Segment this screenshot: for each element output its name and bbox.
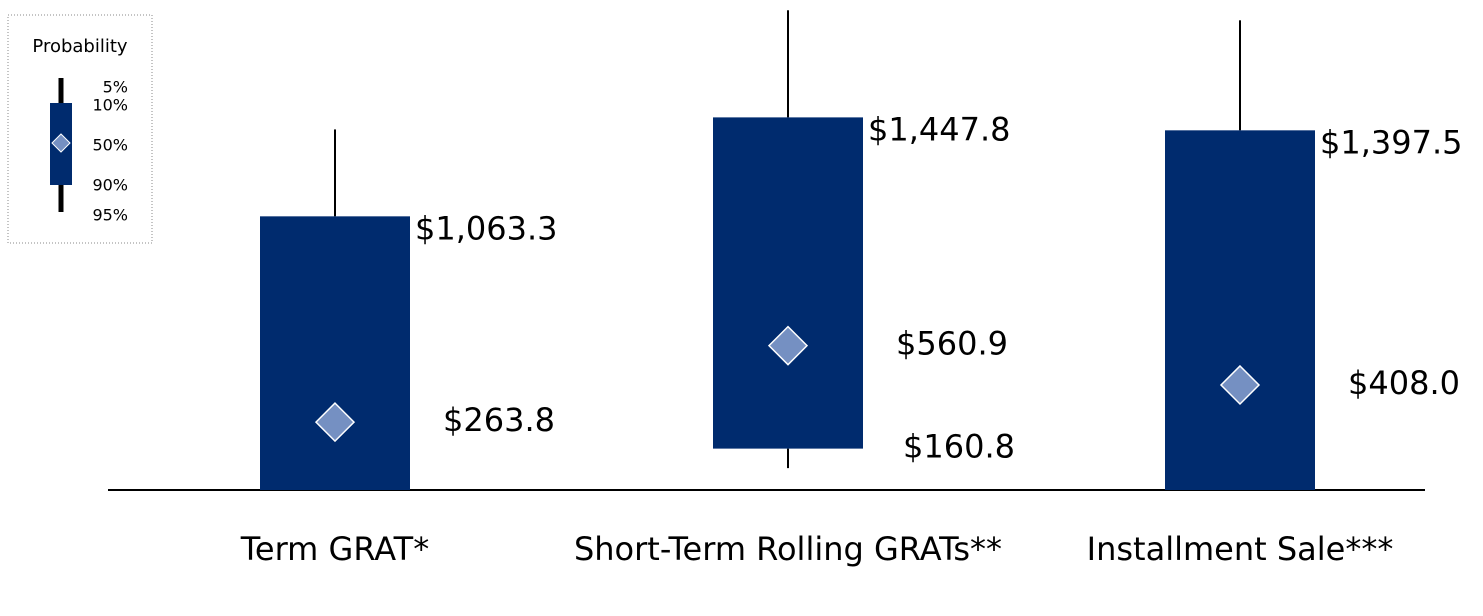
box	[260, 216, 410, 491]
value-label: $408.0	[1348, 364, 1460, 402]
value-label: $160.8	[903, 428, 1015, 466]
legend-box	[7, 14, 153, 244]
median	[314, 402, 356, 443]
legend-label: 95%	[92, 206, 128, 225]
legend-title: Probability	[32, 36, 127, 57]
box	[713, 117, 863, 449]
legend-median-glyph	[51, 133, 71, 153]
x-tick-label: Installment Sale***	[1086, 530, 1394, 568]
legend-label: 90%	[92, 176, 128, 195]
legend-label: 50%	[92, 136, 128, 155]
x-tick-label: Short-Term Rolling GRATs**	[573, 530, 1003, 568]
value-label: $263.8	[443, 401, 555, 439]
value-label: $1,397.5	[1320, 123, 1463, 161]
value-label: $1,063.3	[415, 209, 558, 247]
median	[1219, 364, 1261, 406]
legend-label: 5%	[103, 78, 128, 97]
legend-label: 10%	[92, 96, 128, 115]
median	[767, 325, 809, 366]
box	[1165, 130, 1315, 490]
value-label: $1,447.8	[868, 110, 1011, 148]
x-tick-label: Term GRAT*	[240, 530, 430, 568]
value-label: $560.9	[896, 325, 1008, 363]
